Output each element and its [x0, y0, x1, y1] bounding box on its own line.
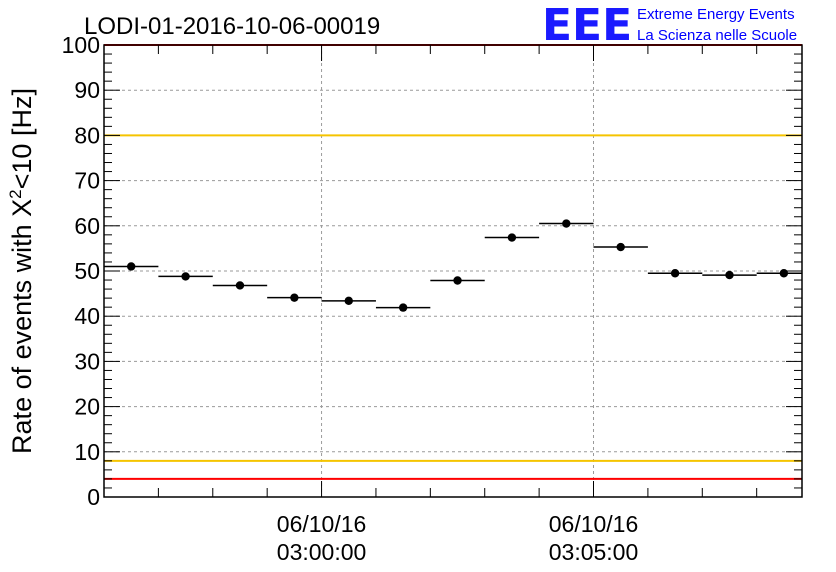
x-tick-date-label: 06/10/16 [277, 511, 367, 537]
y-tick-label: 0 [87, 484, 100, 510]
data-point [670, 269, 680, 278]
plot-frame [103, 44, 803, 498]
y-tick-label: 90 [74, 77, 100, 103]
logo-line-2: La Scienza nelle Scuole [637, 27, 797, 44]
y-tick-label: 40 [74, 303, 100, 329]
data-point [398, 303, 408, 312]
data-point [562, 219, 571, 228]
axis-labels: 010203040506070809010006/10/1603:00:0006… [6, 32, 638, 565]
y-axis-label: Rate of events with X2<10 [Hz] [6, 88, 37, 454]
data-point [344, 296, 353, 306]
data-series [104, 219, 802, 312]
data-point [616, 242, 625, 252]
data-point [507, 233, 517, 242]
data-point [779, 269, 789, 278]
x-tick-time-label: 03:00:00 [277, 539, 367, 565]
grid [104, 45, 802, 497]
logo-letters: EEE [542, 0, 632, 51]
chart-title: LODI-01-2016-10-06-00019 [84, 13, 380, 40]
y-tick-label: 30 [74, 348, 100, 374]
y-tick-label: 20 [74, 394, 100, 420]
y-tick-label: 80 [74, 122, 100, 148]
logo-line-1: Extreme Energy Events [637, 6, 795, 23]
reference-lines [104, 44, 802, 480]
y-tick-label: 60 [74, 213, 100, 239]
y-tick-label: 100 [62, 32, 100, 58]
data-point [725, 270, 734, 280]
eee-logo: EEE Extreme Energy Events La Scienza nel… [542, 0, 797, 51]
y-tick-label: 10 [74, 439, 100, 465]
data-point [453, 276, 462, 285]
data-point [126, 262, 136, 271]
data-point [181, 272, 190, 281]
data-point [290, 293, 299, 302]
data-point [235, 281, 245, 290]
x-tick-time-label: 03:05:00 [549, 539, 639, 565]
x-tick-date-label: 06/10/16 [549, 511, 639, 537]
y-tick-label: 50 [74, 258, 100, 284]
y-tick-label: 70 [74, 168, 100, 194]
